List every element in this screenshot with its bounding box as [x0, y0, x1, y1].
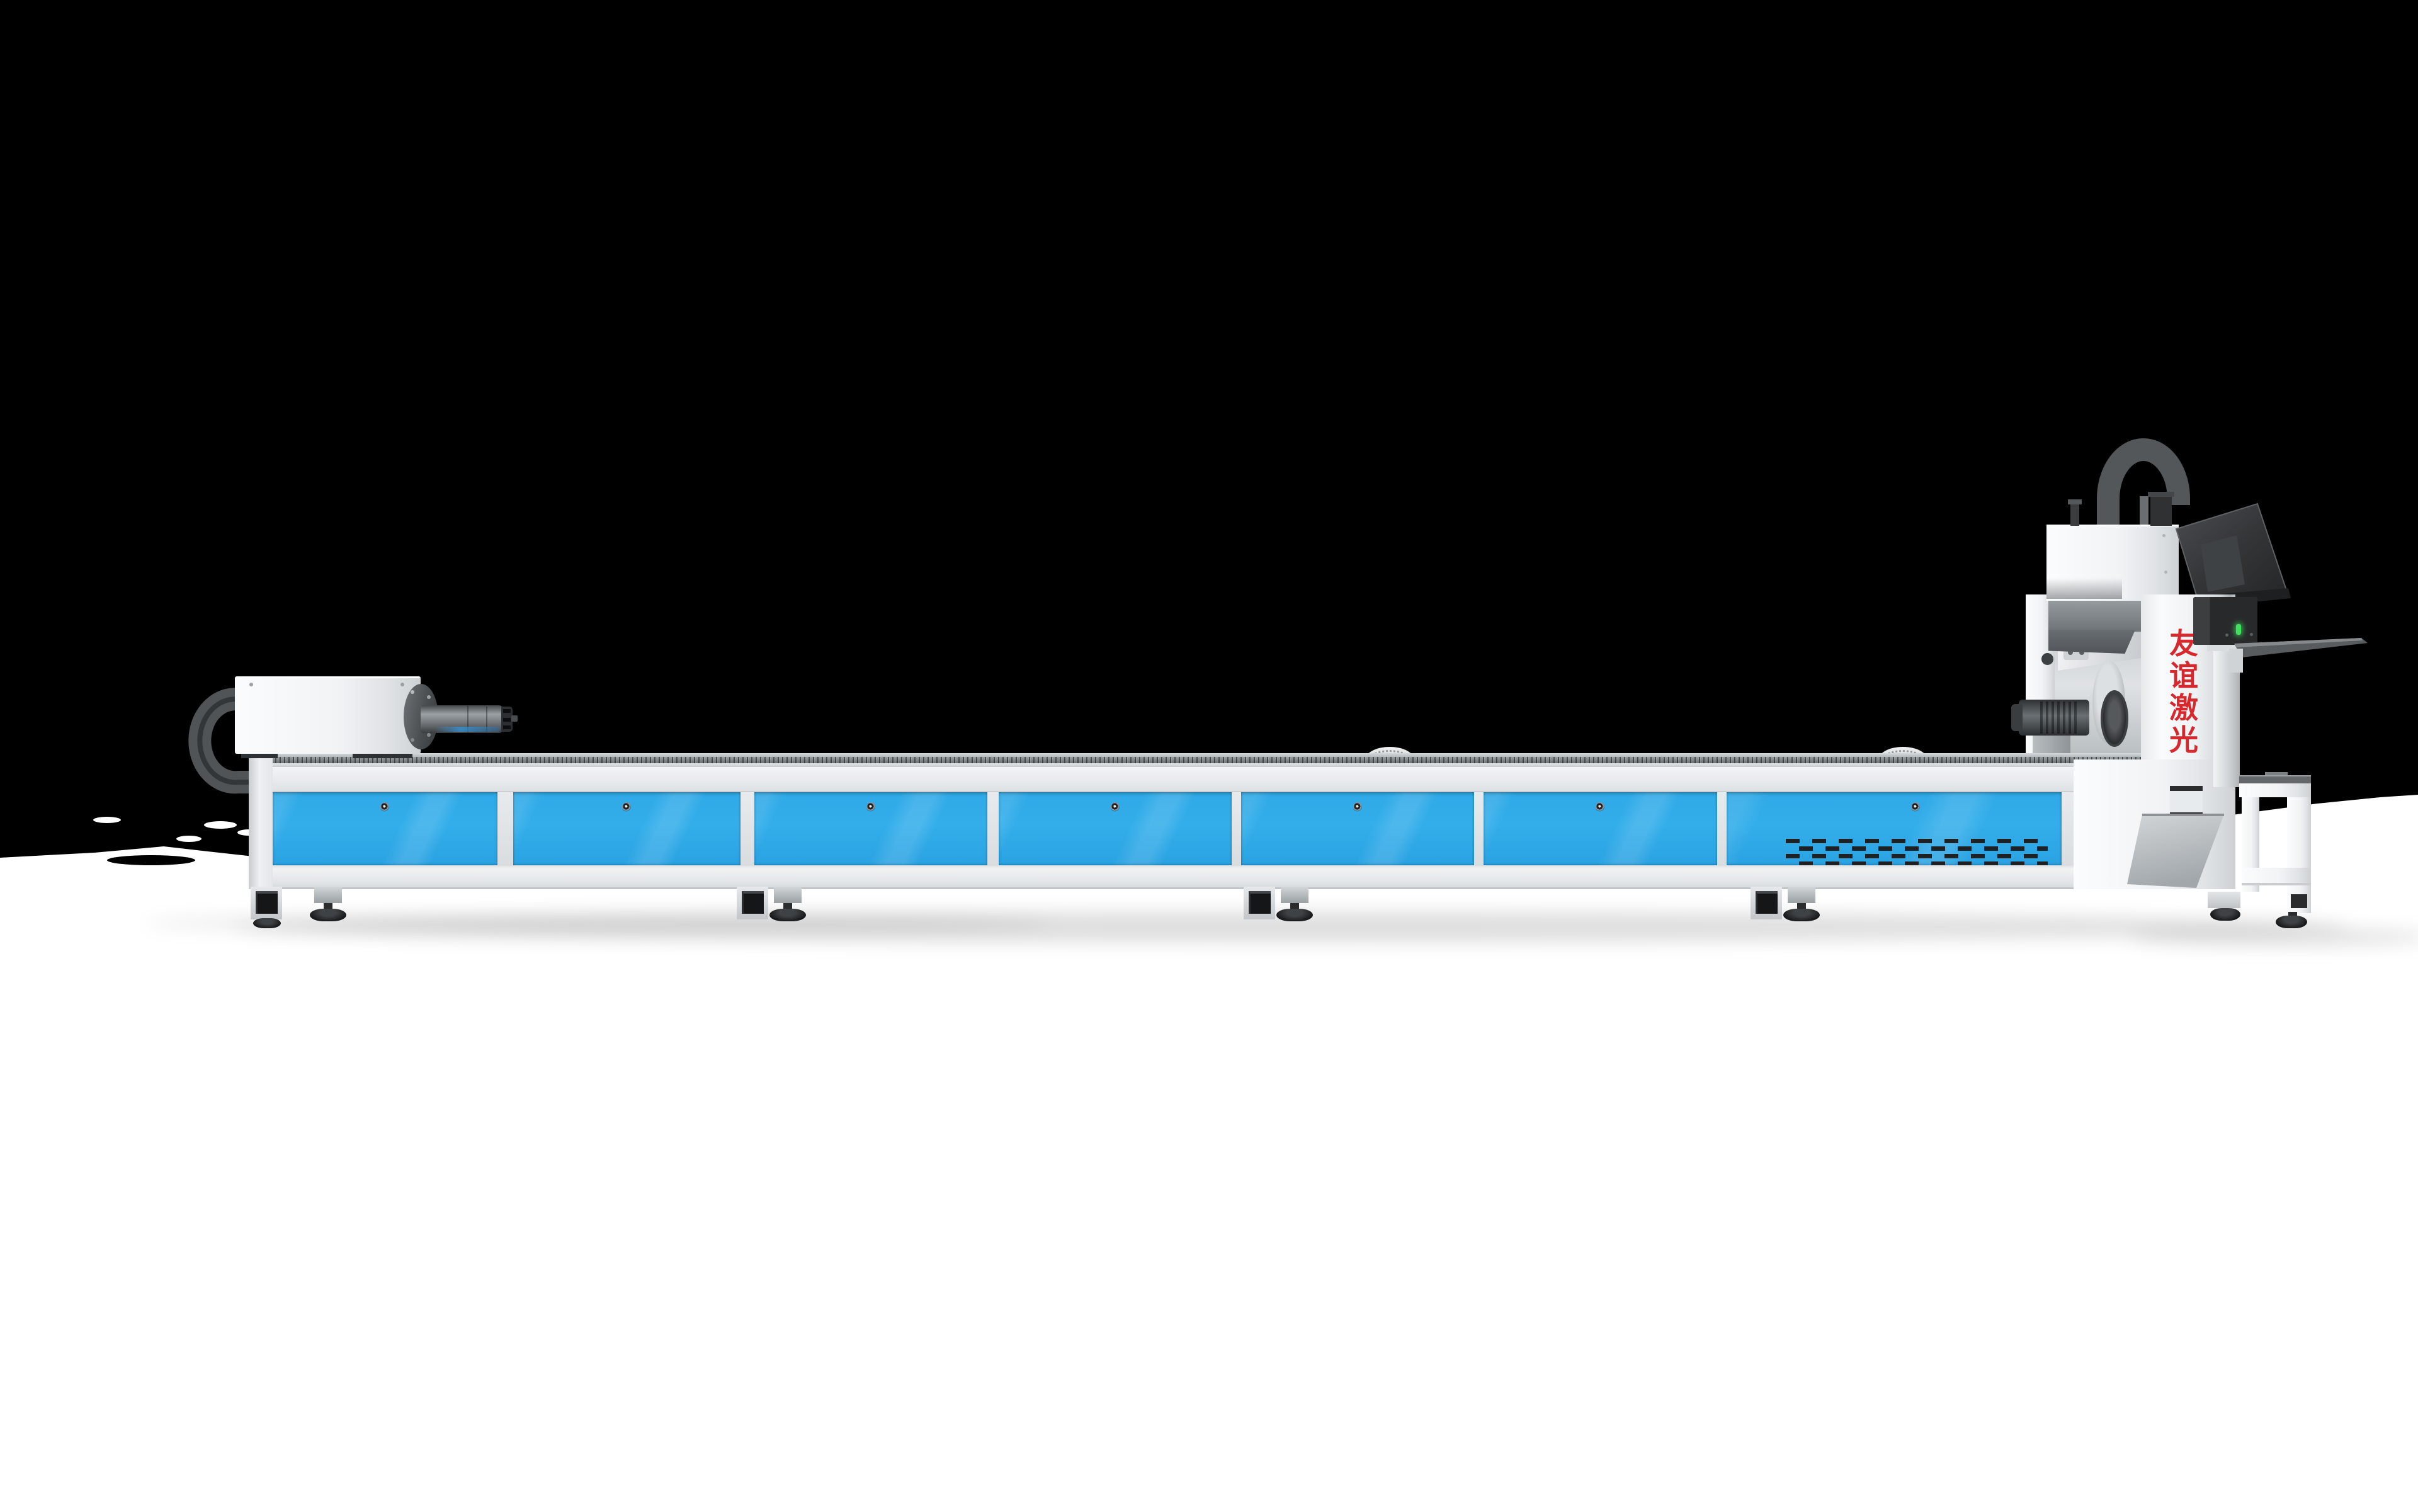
keyboard-tray-highlight: [2234, 638, 2363, 647]
leveling-foot-2: [769, 887, 806, 921]
status-led: [2236, 624, 2241, 635]
cabinet-panel-row: [249, 792, 2204, 865]
cabinet-panel-5: [1241, 792, 1474, 865]
stand-leg-right: [2287, 797, 2311, 913]
bed-rail-bevel: [249, 753, 2204, 757]
drag-chain-shade: [197, 696, 281, 785]
discharge-chute: [2127, 814, 2224, 888]
cabinet-panel-2: [513, 792, 741, 865]
tray-bracket: [2229, 649, 2243, 673]
bed-upper-band: [249, 767, 2204, 792]
cabinet-panel-3: [754, 792, 987, 865]
monitor-vesa-plate: [2201, 535, 2245, 592]
panel-keyhole: [866, 802, 875, 812]
support-block-mid1: [737, 887, 768, 919]
stand-top-rail: [2239, 775, 2311, 785]
panel-keyhole: [1353, 802, 1362, 812]
cylinder-seam-2: [486, 707, 487, 732]
stand-beam: [2242, 868, 2311, 885]
brand-char-2: 谊: [2169, 659, 2198, 693]
stand-body: [2239, 783, 2311, 797]
flange-bolt-2: [427, 695, 431, 699]
hose-arch: [2097, 438, 2190, 534]
brand-char-3: 激: [2169, 691, 2198, 725]
carriage-screw-1: [249, 683, 253, 686]
support-block-mid2: [1244, 887, 1275, 919]
tower-foot-block: [2208, 892, 2240, 908]
stand-top-tab: [2265, 772, 2288, 776]
rotary-chuck-bore: [2101, 690, 2128, 747]
chuck-center-pin: [511, 715, 518, 722]
support-block-left-pad: [253, 918, 281, 928]
control-screw-2: [2250, 633, 2253, 636]
cylinder-seam-1: [467, 706, 468, 732]
hose-pipe: [2140, 496, 2148, 528]
panel-keyhole: [1110, 802, 1120, 812]
head-mech-upper: [2048, 596, 2143, 632]
control-box-underside: [2207, 645, 2245, 651]
bed-rail-lower: [249, 763, 2204, 767]
bed-rack-rail: [249, 757, 2204, 763]
bed-lower-band: [249, 865, 2204, 889]
stand-foot-disc: [2276, 916, 2307, 928]
chuck-jaw-slot-3: [503, 725, 511, 729]
cabinet-panel-6: [1484, 792, 1717, 865]
vent-grille: [1786, 839, 2048, 865]
flange-bolt-3: [411, 738, 414, 742]
cabinet-panel-4: [999, 792, 1232, 865]
cabinet-panel-1: [273, 792, 497, 865]
slab-screw-2: [2164, 571, 2167, 574]
bed-left-cap: [249, 753, 273, 889]
hose-post-lip: [2148, 492, 2174, 497]
motor-ribs: [2040, 702, 2079, 734]
tower-foot-disc: [2210, 908, 2240, 921]
support-block-left: [251, 887, 282, 919]
leveling-foot-1: [310, 887, 346, 921]
panel-keyhole: [1596, 802, 1605, 812]
control-box: [2193, 597, 2257, 645]
laser-head-box: [2046, 525, 2179, 601]
slab-screw-1: [2162, 534, 2165, 537]
bracket-hole-1: [2068, 650, 2073, 655]
head-mech-lower: [2048, 630, 2135, 654]
floor-shape: [0, 795, 2418, 1512]
head-post-icon: [2070, 503, 2079, 526]
spindle-blue-reflection: [434, 727, 500, 732]
panel-keyhole: [380, 802, 390, 812]
control-screw-1: [2225, 634, 2228, 637]
monitor-pole: [2213, 651, 2240, 787]
panel-keyhole: [1910, 802, 1920, 812]
head-post-cap: [2068, 499, 2082, 504]
chuck-carriage: [235, 676, 421, 754]
carriage-screw-2: [400, 683, 404, 686]
nozzle-box: [2170, 786, 2203, 817]
tower-column-hole: [2041, 653, 2053, 665]
support-block-mid3: [1751, 887, 1782, 919]
bracket-hole-2: [2079, 650, 2084, 655]
cabinet-panel-7-vented: [1727, 792, 2062, 865]
brand-char-4: 光: [2169, 723, 2198, 757]
chuck-jaw-slot-1: [503, 709, 511, 713]
leveling-foot-4: [1783, 887, 1820, 921]
motor-end-cap: [2011, 704, 2023, 731]
flange-bolt-1: [411, 690, 414, 694]
chuck-motor: [2019, 700, 2089, 736]
stand-foot-hole: [2291, 894, 2307, 908]
machine-shadow: [145, 912, 2418, 946]
flange-bolt-4: [427, 733, 431, 737]
nozzle-box-top-strip: [2170, 786, 2203, 791]
chuck-jaw-slot-2: [503, 718, 511, 722]
leveling-foot-3: [1276, 887, 1313, 921]
panel-keyhole: [622, 802, 632, 812]
stand-foot-stem: [2288, 912, 2297, 918]
head-box-underside: [2046, 578, 2122, 599]
hose-post: [2150, 494, 2172, 526]
